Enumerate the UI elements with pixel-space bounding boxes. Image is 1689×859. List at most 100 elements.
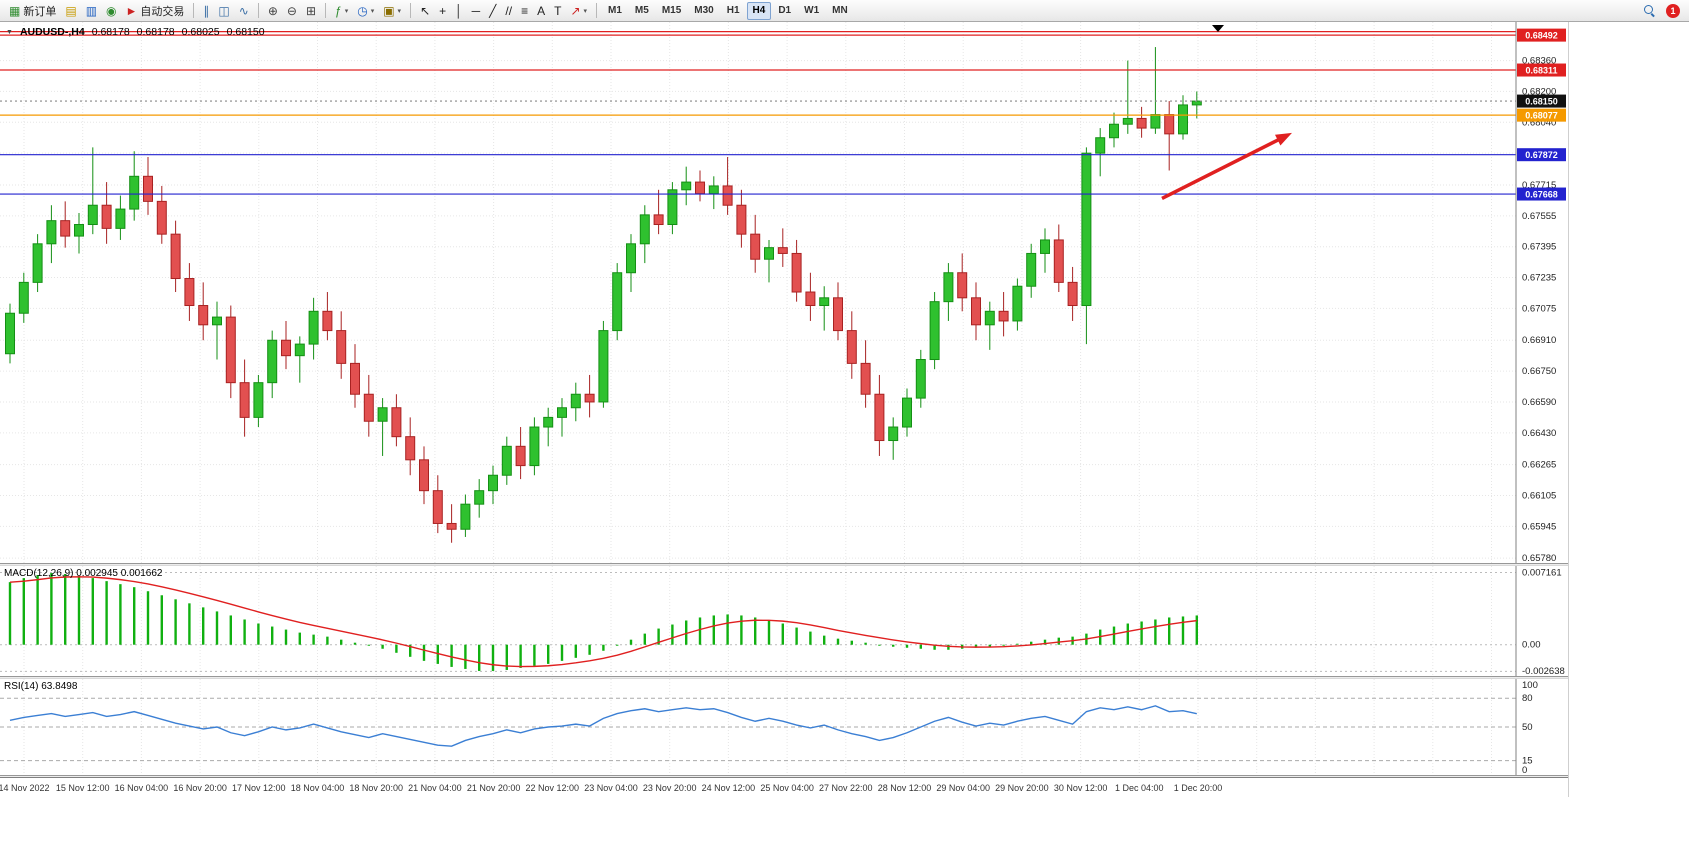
rsi-panel[interactable]: 100 80 50 150 [0, 679, 1568, 775]
timeframe-h1-button[interactable]: H1 [721, 2, 746, 20]
candlestick-chart-button[interactable]: ◫ [214, 2, 233, 20]
horizontal-line-icon: ─ [471, 3, 481, 18]
trendline-icon: ╱ [489, 3, 497, 18]
timeframe-m30-button[interactable]: M30 [688, 2, 719, 20]
svg-text:0.67235: 0.67235 [1522, 273, 1556, 284]
cursor-button[interactable]: ↖ [416, 2, 434, 20]
periods-button[interactable]: ◷ ▾ [353, 2, 378, 20]
auto-trading-icon: ► [125, 3, 138, 18]
auto-trading-button[interactable]: ► 自动交易 [122, 2, 189, 20]
panel-separator[interactable] [0, 676, 1568, 679]
tile-windows-button[interactable]: ⊞ [302, 2, 320, 20]
time-label: 29 Nov 04:00 [936, 783, 990, 793]
chart-window: 0.683600.682000.680400.678800.677150.675… [0, 22, 1689, 859]
svg-text:0: 0 [1522, 765, 1527, 775]
timeframe-h4-button[interactable]: H4 [746, 1, 772, 20]
time-axis[interactable]: 14 Nov 2022 15 Nov 12:00 16 Nov 04:00 16 No… [0, 777, 1568, 797]
line-chart-button[interactable]: ∿ [235, 2, 253, 20]
indicators-icon: ƒ [335, 3, 342, 18]
trend-arrow[interactable] [1161, 135, 1284, 201]
panel-separator[interactable] [0, 563, 1568, 566]
svg-text:-0.002638: -0.002638 [1522, 666, 1565, 676]
svg-text:50: 50 [1522, 722, 1533, 733]
time-label: 16 Nov 20:00 [173, 783, 227, 793]
timeframe-m1-button[interactable]: M1 [602, 2, 628, 20]
svg-text:0.66590: 0.66590 [1522, 397, 1556, 408]
one-click-trading-toggle[interactable]: ▼ [6, 28, 13, 36]
text-label-button[interactable]: T [550, 2, 565, 20]
toolbar-right: 1 [1643, 3, 1684, 18]
candles-layer [5, 47, 1202, 543]
vertical-line-button[interactable]: │ [451, 2, 467, 20]
market-watch-button[interactable]: ▥ [82, 2, 101, 20]
timeframe-d1-button[interactable]: D1 [772, 2, 797, 20]
svg-text:0.67668: 0.67668 [1525, 190, 1558, 200]
main-chart[interactable]: 0.683600.682000.680400.678800.677150.675… [0, 22, 1568, 563]
svg-text:0.66910: 0.66910 [1522, 335, 1556, 346]
profiles-icon: ▤ [65, 3, 77, 18]
notifications-badge[interactable]: 1 [1666, 3, 1680, 18]
toolbar-separator [410, 3, 412, 18]
svg-text:100: 100 [1522, 680, 1538, 691]
zoom-in-button[interactable]: ⊕ [264, 2, 282, 20]
time-label: 15 Nov 12:00 [55, 783, 110, 793]
time-label: 22 Nov 12:00 [525, 783, 580, 793]
arrows-icon: ↗ [570, 3, 581, 18]
fibonacci-button[interactable]: ≡ [517, 2, 532, 20]
svg-text:0.007161: 0.007161 [1522, 567, 1562, 578]
time-label: 24 Nov 12:00 [701, 783, 756, 793]
line-chart-icon: ∿ [238, 3, 249, 18]
time-label: 27 Nov 22:00 [819, 783, 873, 793]
zoom-out-icon: ⊖ [286, 3, 297, 18]
svg-text:0.00: 0.00 [1522, 640, 1541, 651]
svg-text:0.68311: 0.68311 [1525, 66, 1557, 76]
svg-text:0.67872: 0.67872 [1525, 150, 1558, 160]
channel-button[interactable]: // [501, 2, 516, 20]
data-window-button[interactable]: ◉ [102, 2, 120, 20]
fibonacci-icon: ≡ [521, 3, 529, 18]
profiles-button[interactable]: ▤ [61, 2, 80, 20]
search-icon[interactable] [1643, 4, 1656, 17]
time-label: 17 Nov 12:00 [232, 783, 286, 793]
bar-chart-icon: ∥ [203, 3, 210, 18]
trendline-button[interactable]: ╱ [485, 2, 500, 20]
svg-text:0.68077: 0.68077 [1525, 111, 1558, 121]
arrows-button[interactable]: ↗ ▾ [566, 2, 591, 20]
price-badge [1517, 63, 1566, 77]
periods-icon: ◷ [357, 3, 368, 18]
svg-text:0.68492: 0.68492 [1525, 31, 1558, 41]
crosshair-button[interactable]: + [435, 2, 450, 20]
time-label: 14 Nov 2022 [0, 783, 50, 793]
indicators-button[interactable]: ƒ ▾ [331, 2, 352, 20]
svg-text:0.66105: 0.66105 [1522, 490, 1556, 501]
chevron-down-icon: ▾ [583, 7, 588, 15]
time-label: 28 Nov 12:00 [877, 783, 932, 793]
svg-text:0.68200: 0.68200 [1522, 86, 1556, 97]
time-label: 18 Nov 04:00 [290, 783, 345, 793]
zoom-out-button[interactable]: ⊖ [283, 2, 301, 20]
svg-text:0.66750: 0.66750 [1522, 366, 1556, 377]
timeframe-mn-button[interactable]: MN [826, 2, 854, 20]
svg-text:0.67555: 0.67555 [1522, 211, 1556, 222]
svg-text:0.68360: 0.68360 [1522, 56, 1556, 67]
chart-shift-marker[interactable] [1212, 25, 1224, 32]
toolbar-separator [325, 3, 326, 18]
price-badge [1517, 108, 1566, 122]
timeframe-m15-button[interactable]: M15 [656, 2, 687, 20]
timeframe-w1-button[interactable]: W1 [798, 2, 825, 20]
toolbar-groups: ▦ 新订单 ▤ ▥ ◉ ► 自动交易 ∥ ◫ ∿ ⊕ ⊖ ⊞ ƒ ▾ ◷ ▾ ▣ ▾ ↖ + │ ─ ╱//≡ A T ↗ ▾ M1 M5… [5, 1, 854, 20]
zoom-in-icon: ⊕ [267, 3, 278, 18]
new-order-button[interactable]: ▦ 新订单 [5, 2, 60, 20]
horizontal-line-button[interactable]: ─ [468, 2, 485, 20]
time-label: 16 Nov 04:00 [114, 783, 169, 793]
time-label: 25 Nov 04:00 [760, 783, 814, 793]
timeframe-m5-button[interactable]: M5 [629, 2, 655, 20]
time-label: 18 Nov 20:00 [349, 783, 403, 793]
price-badge [1517, 148, 1566, 162]
price-badge [1517, 28, 1566, 42]
bar-chart-button[interactable]: ∥ [199, 2, 213, 20]
trend-arrow-head[interactable] [1275, 132, 1292, 146]
macd-panel[interactable]: 0.007161 0.00 -0.002638 [0, 566, 1568, 676]
templates-button[interactable]: ▣ ▾ [379, 2, 405, 20]
text-button[interactable]: A [533, 2, 549, 20]
